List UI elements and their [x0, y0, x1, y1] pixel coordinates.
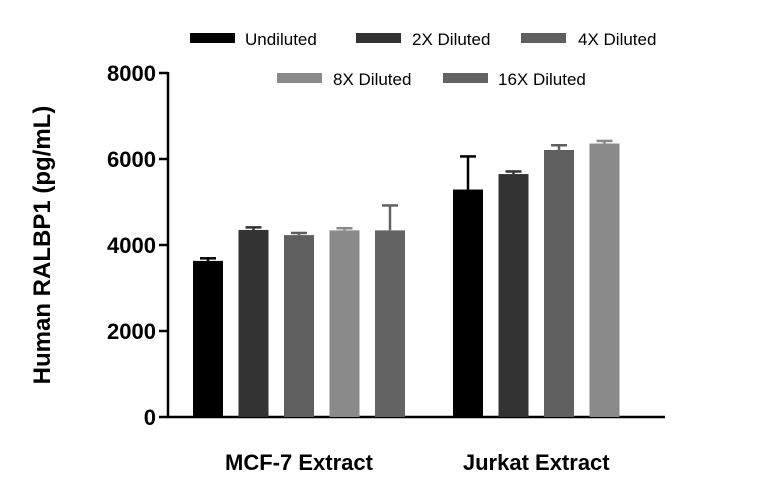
- x-tick-labels: MCF-7 Extract Jurkat Extract: [225, 450, 610, 475]
- y-tick-label: 8000: [107, 61, 156, 86]
- y-tick-label: 4000: [107, 233, 156, 258]
- legend-label: 4X Diluted: [578, 30, 656, 49]
- y-tick-label: 6000: [107, 147, 156, 172]
- bar: [238, 229, 269, 417]
- y-tick-label: 2000: [107, 319, 156, 344]
- legend-label: 8X Diluted: [333, 70, 411, 89]
- bar: [589, 143, 620, 417]
- legend-swatch: [443, 73, 488, 83]
- bar: [193, 260, 223, 417]
- legend: Undiluted 2X Diluted 4X Diluted 8X Diluted 1…: [190, 30, 656, 89]
- bar: [329, 230, 360, 417]
- legend-swatch: [356, 33, 401, 43]
- x-tick-label: Jurkat Extract: [463, 450, 610, 475]
- bars: [193, 139, 620, 417]
- x-tick-label: MCF-7 Extract: [225, 450, 374, 475]
- legend-swatch: [190, 33, 235, 43]
- bar: [453, 189, 483, 417]
- bar: [284, 235, 314, 417]
- y-axis-title: Human RALBP1 (pg/mL): [29, 106, 56, 385]
- bar: [544, 149, 574, 417]
- legend-label: 16X Diluted: [498, 70, 586, 89]
- y-axis: 0 2000 4000 6000 8000: [107, 61, 170, 430]
- legend-label: 2X Diluted: [412, 30, 490, 49]
- bar: [498, 174, 529, 417]
- bar: [375, 230, 405, 417]
- legend-swatch: [521, 33, 566, 43]
- legend-swatch: [277, 73, 322, 83]
- y-tick-label: 0: [144, 405, 156, 430]
- legend-label: Undiluted: [245, 30, 317, 49]
